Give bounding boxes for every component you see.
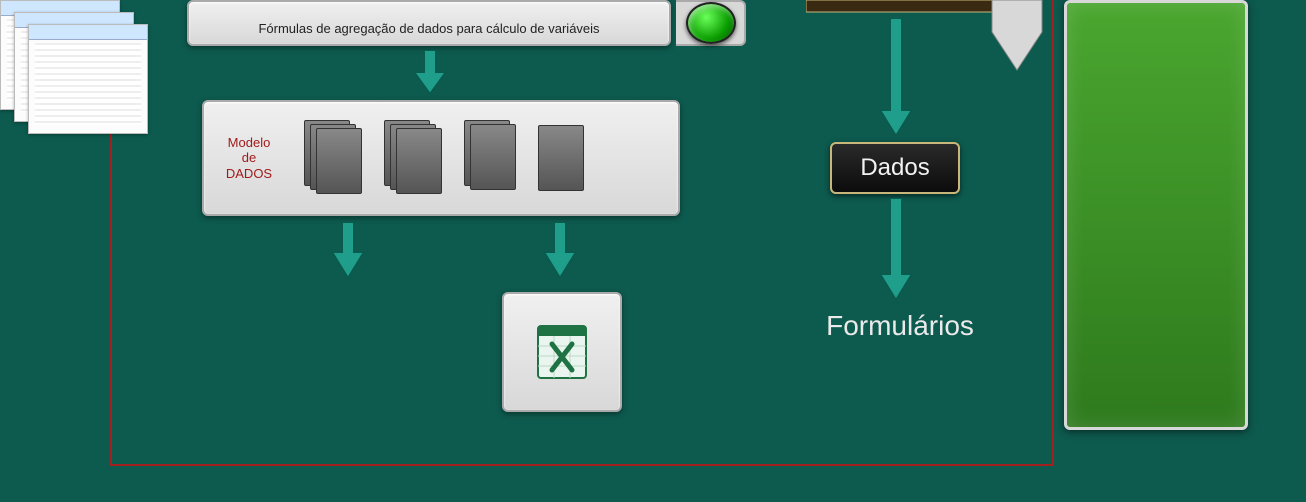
pointer-shape <box>990 0 1044 72</box>
dados-label: Dados <box>860 154 929 182</box>
arrow-model-to-excel <box>540 222 580 280</box>
model-label-line1: Modelo <box>228 135 271 150</box>
model-label-line3: DADOS <box>226 166 272 181</box>
arrow-into-dados <box>876 18 916 138</box>
formula-panel: Fórmulas de agregação de dados para cálc… <box>187 0 671 46</box>
excel-icon <box>532 322 592 382</box>
doc-single <box>538 125 584 191</box>
data-model-panel: Modelo de DADOS <box>202 100 680 216</box>
model-label-line2: de <box>242 150 256 165</box>
formularios-label: Formulários <box>800 310 1000 342</box>
arrow-dados-to-formularios <box>876 198 916 302</box>
doc-stack <box>384 120 444 196</box>
status-light-icon <box>686 2 736 44</box>
reports-stack <box>0 0 170 150</box>
data-model-label: Modelo de DADOS <box>204 135 294 182</box>
indicator-housing <box>676 0 746 46</box>
report-sheet <box>28 24 148 134</box>
arrow-formula-to-model <box>410 50 450 96</box>
excel-panel <box>502 292 622 412</box>
arrow-model-to-reports <box>328 222 368 280</box>
dados-box: Dados <box>830 142 960 194</box>
doc-stack <box>464 120 518 196</box>
doc-stack <box>304 120 364 196</box>
top-ribbon-fragment <box>806 0 1006 18</box>
formula-caption: Fórmulas de agregação de dados para cálc… <box>197 21 661 40</box>
green-side-block <box>1064 0 1248 430</box>
